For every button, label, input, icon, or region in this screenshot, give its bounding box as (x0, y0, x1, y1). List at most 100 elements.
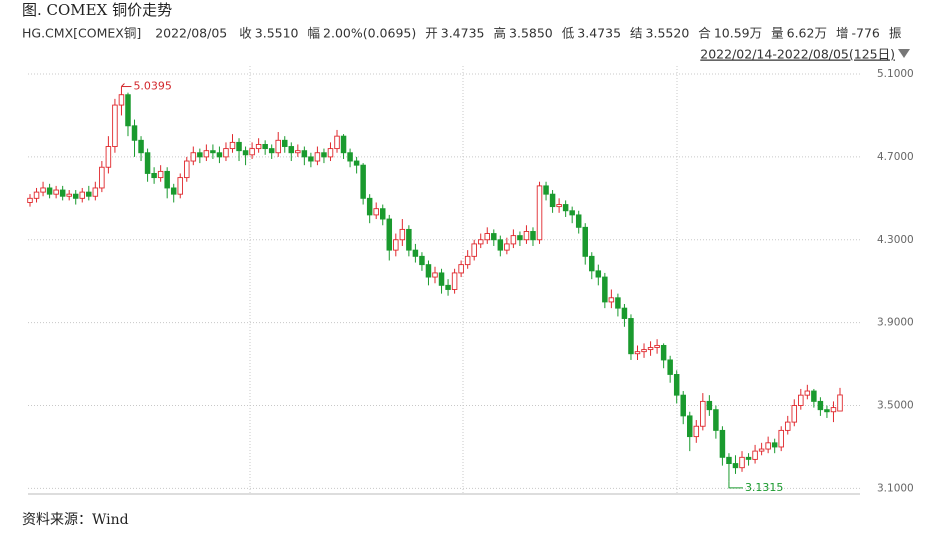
candle-body (673, 373, 680, 396)
candle-body (706, 400, 713, 411)
candle-body (27, 197, 33, 203)
candle-body (386, 218, 393, 251)
candle-body (784, 421, 791, 431)
candle-body (406, 228, 412, 251)
candle-body (236, 141, 242, 152)
quote-bar: HG.CMX[COMEX铜] 2022/08/05 收 3.5510 幅 2.00%(0.… (22, 26, 902, 41)
field-label: 增 (836, 26, 849, 41)
candle-body (765, 442, 771, 450)
field-label: 收 (239, 26, 252, 41)
candle-body (497, 239, 504, 251)
candle-body (295, 150, 301, 154)
candle-body (425, 264, 432, 278)
candle-body (432, 272, 438, 278)
candle-body (510, 235, 517, 245)
candle-body (647, 347, 654, 351)
candle-body (569, 210, 575, 216)
candle-body (151, 173, 157, 179)
candle-body (53, 189, 59, 195)
field-value: 3.5520 (646, 26, 690, 41)
y-tick-label: 3.5000 (877, 400, 914, 412)
candle-body (634, 351, 641, 355)
field-label: 高 (494, 26, 507, 41)
candle-body (562, 204, 569, 212)
candle-body (458, 264, 464, 274)
y-tick-label: 3.9000 (877, 317, 914, 329)
candle-body (798, 394, 804, 406)
candle-body (275, 139, 281, 154)
candle-body (758, 448, 765, 452)
candle-body (517, 235, 523, 241)
candle-body (713, 409, 719, 431)
candle-body (628, 318, 634, 355)
candle-body (582, 226, 588, 257)
field-label: 低 (562, 26, 575, 41)
candle-body (184, 160, 190, 179)
candle-body (190, 152, 197, 162)
candle-body (393, 239, 399, 251)
y-tick-label: 4.3000 (877, 234, 914, 246)
candle-body (353, 160, 360, 166)
candle-body (451, 272, 458, 290)
candle-body (112, 104, 118, 147)
candle-body (419, 255, 425, 266)
candle-body (255, 143, 262, 150)
candle-body (92, 187, 99, 197)
candle-body (210, 150, 216, 154)
candle-body (615, 297, 621, 309)
candle-body (491, 233, 497, 241)
field-label: 开 (425, 26, 438, 41)
candle-body (203, 150, 210, 158)
candle-body (589, 255, 595, 272)
range-dropdown[interactable] (898, 49, 910, 58)
candle-body (608, 297, 615, 303)
candle-body (164, 170, 170, 189)
candle-body (602, 276, 608, 303)
candle-body (412, 249, 419, 257)
candle-body (504, 243, 510, 251)
field-label: 振 (889, 26, 902, 41)
field-value: 3.4735 (441, 26, 485, 41)
plot: 3.1000 3.5000 3.9000 4.3000 4.7000 5.1000 5.03… (27, 68, 914, 494)
symbol: HG.CMX[COMEX铜] (22, 26, 141, 41)
candle-body (262, 143, 268, 150)
candle-body (752, 450, 758, 460)
candle-body (399, 228, 406, 241)
field-value: 3.5510 (255, 26, 299, 41)
candle-body (543, 185, 549, 195)
candle-body (804, 390, 811, 396)
candle-body (530, 231, 536, 241)
candle-body (144, 152, 151, 174)
y-tick-label: 3.1000 (877, 482, 914, 494)
candle-body (373, 208, 379, 216)
candle-body (700, 400, 706, 427)
candle-body (282, 139, 288, 147)
candle-body (621, 307, 628, 319)
candle-body (641, 349, 647, 353)
candle-body (66, 193, 72, 197)
candle-body (817, 400, 824, 411)
candle-body (523, 231, 530, 241)
candle-body (314, 152, 321, 162)
candle-body (438, 272, 445, 286)
candle-body (321, 152, 327, 158)
field-label: 结 (630, 26, 643, 41)
field-value: -776 (851, 26, 879, 41)
candle-body (732, 463, 739, 469)
candle-body (726, 456, 732, 464)
candle-body (242, 150, 249, 156)
candle-body (125, 94, 131, 127)
candle-body (477, 239, 484, 245)
field-value: 2.00%(0.0695) (323, 26, 416, 41)
candle-body (229, 141, 236, 150)
field-value: 3.4735 (577, 26, 621, 41)
candle-body (660, 344, 667, 361)
candle-body (118, 94, 125, 106)
y-tick-label: 5.1000 (877, 68, 914, 80)
candle-body (33, 191, 40, 199)
date-range[interactable]: 2022/02/14-2022/08/05(125日) (700, 47, 895, 62)
candle-body (445, 284, 451, 290)
candle-body (288, 146, 295, 154)
candle-body (308, 156, 314, 162)
